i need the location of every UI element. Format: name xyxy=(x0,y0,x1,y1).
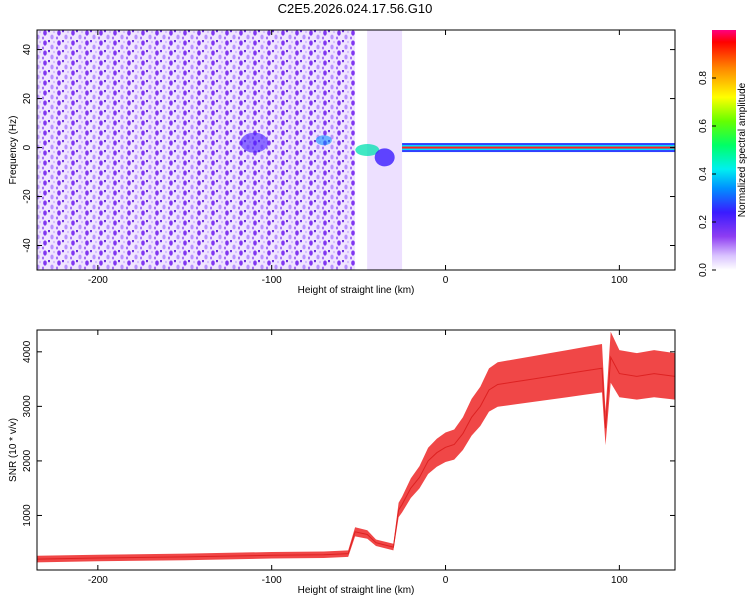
snr-y-tick-label: 2000 xyxy=(22,449,33,472)
spectrogram-x-label: Height of straight line (km) xyxy=(298,285,415,296)
spectrogram-x-axis: -200 -100 0 100 xyxy=(88,30,628,286)
spectrogram-x-tick-label: 0 xyxy=(443,275,449,286)
snr-x-tick-label: 0 xyxy=(443,575,449,586)
colorbar-gradient xyxy=(712,30,736,270)
chart-title: C2E5.2026.024.17.56.G10 xyxy=(277,1,433,16)
spectrogram-noise-region xyxy=(37,30,356,270)
spectrogram-blob xyxy=(374,148,395,167)
spectrogram-x-tick-label: 100 xyxy=(611,275,628,286)
spectrogram-y-label: Frequency (Hz) xyxy=(8,116,19,185)
snr-x-tick-label: 100 xyxy=(611,575,628,586)
colorbar-tick-label: 0.4 xyxy=(698,167,709,181)
spectrogram-y-tick-label: 40 xyxy=(22,44,33,56)
spectrogram-y-axis: -40 -20 0 20 40 xyxy=(22,44,675,253)
spectrogram-y-tick-label: 20 xyxy=(22,93,33,105)
snr-y-tick-label: 3000 xyxy=(22,395,33,418)
snr-x-label: Height of straight line (km) xyxy=(298,585,415,596)
spectrogram-x-tick-label: -200 xyxy=(88,275,108,286)
snr-y-label: SNR (10 * v/v) xyxy=(8,418,19,482)
snr-x-tick-label: -100 xyxy=(262,575,282,586)
colorbar-tick-label: 0.0 xyxy=(698,263,709,277)
snr-panel: -200 -100 0 100 1000 2000 3000 4000 Height of … xyxy=(8,329,676,596)
spectrogram-y-tick-label: -40 xyxy=(22,238,33,253)
colorbar-tick-label: 0.2 xyxy=(698,215,709,229)
snr-y-tick-label: 1000 xyxy=(22,504,33,527)
snr-frame xyxy=(36,329,676,571)
colorbar-ticks: 0.0 0.2 0.4 0.6 0.8 xyxy=(698,71,716,277)
colorbar-label: Normalized spectral amplitude xyxy=(737,82,748,217)
carrier-line-core xyxy=(402,146,675,149)
spectrogram-blob xyxy=(355,144,380,156)
spectrogram-x-tick-label: -100 xyxy=(262,275,282,286)
spectrogram-y-tick-label: -20 xyxy=(22,189,33,204)
snr-x-tick-label: -200 xyxy=(88,575,108,586)
colorbar-tick-label: 0.8 xyxy=(698,71,709,85)
snr-x-axis: -200 -100 0 100 xyxy=(88,330,628,586)
snr-y-tick-label: 4000 xyxy=(22,340,33,363)
snr-series-band xyxy=(37,331,675,563)
snr-y-axis: 1000 2000 3000 4000 xyxy=(22,340,675,527)
snr-series-line xyxy=(37,355,675,560)
spectrogram-blob xyxy=(240,132,269,153)
spectrogram-frame xyxy=(36,29,676,271)
colorbar: 0.0 0.2 0.4 0.6 0.8 Normalized spectral ampl… xyxy=(698,30,748,277)
spectrogram-blob xyxy=(315,135,332,146)
spectrogram-y-tick-label: 0 xyxy=(22,144,33,150)
colorbar-tick-label: 0.6 xyxy=(698,119,709,133)
